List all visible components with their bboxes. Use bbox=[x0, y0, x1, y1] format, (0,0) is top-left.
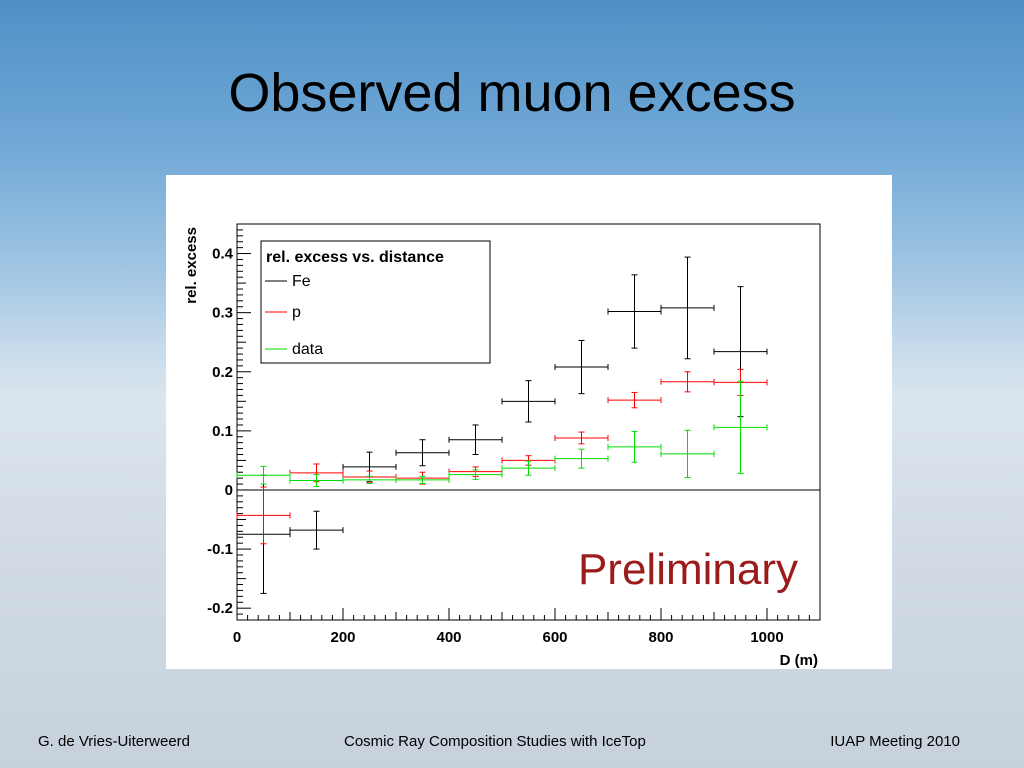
data-point-data bbox=[501, 460, 556, 476]
preliminary-watermark: Preliminary bbox=[578, 545, 798, 594]
data-point-p bbox=[607, 391, 662, 409]
legend-label-fe: Fe bbox=[292, 273, 311, 290]
y-tick-label: 0.2 bbox=[212, 364, 233, 381]
data-point-fe bbox=[395, 439, 450, 467]
chart-panel: 0 200 400 600 800 1000 -0.2 -0.1 0 0.1 0.2 0.3 0.4 r… bbox=[166, 175, 892, 669]
data-point-data bbox=[607, 430, 662, 463]
data-point-fe bbox=[554, 339, 609, 395]
data-point-data bbox=[448, 469, 503, 480]
series-fe bbox=[236, 256, 768, 594]
data-point-fe bbox=[607, 274, 662, 349]
footer-talk-title: Cosmic Ray Composition Studies with IceT… bbox=[344, 733, 646, 750]
data-point-data bbox=[289, 474, 344, 487]
series-data bbox=[236, 380, 768, 487]
data-point-data bbox=[395, 475, 450, 484]
data-point-fe bbox=[342, 451, 397, 483]
y-tick-label: -0.1 bbox=[207, 541, 233, 558]
y-axis-label: rel. excess bbox=[183, 227, 200, 304]
y-tick-label: 0.4 bbox=[212, 246, 234, 263]
slide-title: Observed muon excess bbox=[228, 63, 796, 123]
data-point-fe bbox=[289, 510, 344, 550]
x-tick-label: 800 bbox=[648, 629, 673, 646]
y-tick-label: 0.3 bbox=[212, 305, 233, 322]
data-point-fe bbox=[448, 424, 503, 456]
footer-meeting: IUAP Meeting 2010 bbox=[830, 733, 960, 750]
data-point-data bbox=[236, 465, 291, 485]
x-tick-label: 600 bbox=[542, 629, 567, 646]
x-tick-label: 0 bbox=[233, 629, 241, 646]
y-tick-label: -0.2 bbox=[207, 600, 233, 617]
x-axis-label: D (m) bbox=[780, 652, 818, 669]
y-tick-label: 0.1 bbox=[212, 423, 233, 440]
legend-box bbox=[260, 240, 491, 364]
data-point-data bbox=[713, 380, 768, 474]
legend-label-data: data bbox=[292, 341, 323, 358]
y-tick-label: 0 bbox=[225, 482, 233, 499]
chart-svg: 0 200 400 600 800 1000 -0.2 -0.1 0 0.1 0.2 0.3 0.4 r… bbox=[183, 223, 821, 669]
data-point-p bbox=[660, 371, 715, 393]
plot-area: 0 200 400 600 800 1000 -0.2 -0.1 0 0.1 0.2 0.3 0.4 bbox=[207, 223, 821, 646]
x-tick-label: 400 bbox=[436, 629, 461, 646]
data-point-data bbox=[554, 448, 609, 469]
legend-title: rel. excess vs. distance bbox=[266, 249, 444, 266]
data-point-fe bbox=[501, 380, 556, 423]
data-point-p bbox=[554, 431, 609, 445]
footer-author: G. de Vries-Uiterweerd bbox=[38, 733, 190, 750]
x-tick-label: 1000 bbox=[750, 629, 783, 646]
data-point-data bbox=[660, 429, 715, 479]
data-point-fe bbox=[660, 256, 715, 360]
legend: rel. excess vs. distance Fe p data bbox=[260, 240, 491, 364]
legend-label-p: p bbox=[292, 304, 301, 321]
data-point-p bbox=[236, 486, 291, 545]
plot-frame bbox=[236, 223, 821, 621]
x-tick-label: 200 bbox=[330, 629, 355, 646]
